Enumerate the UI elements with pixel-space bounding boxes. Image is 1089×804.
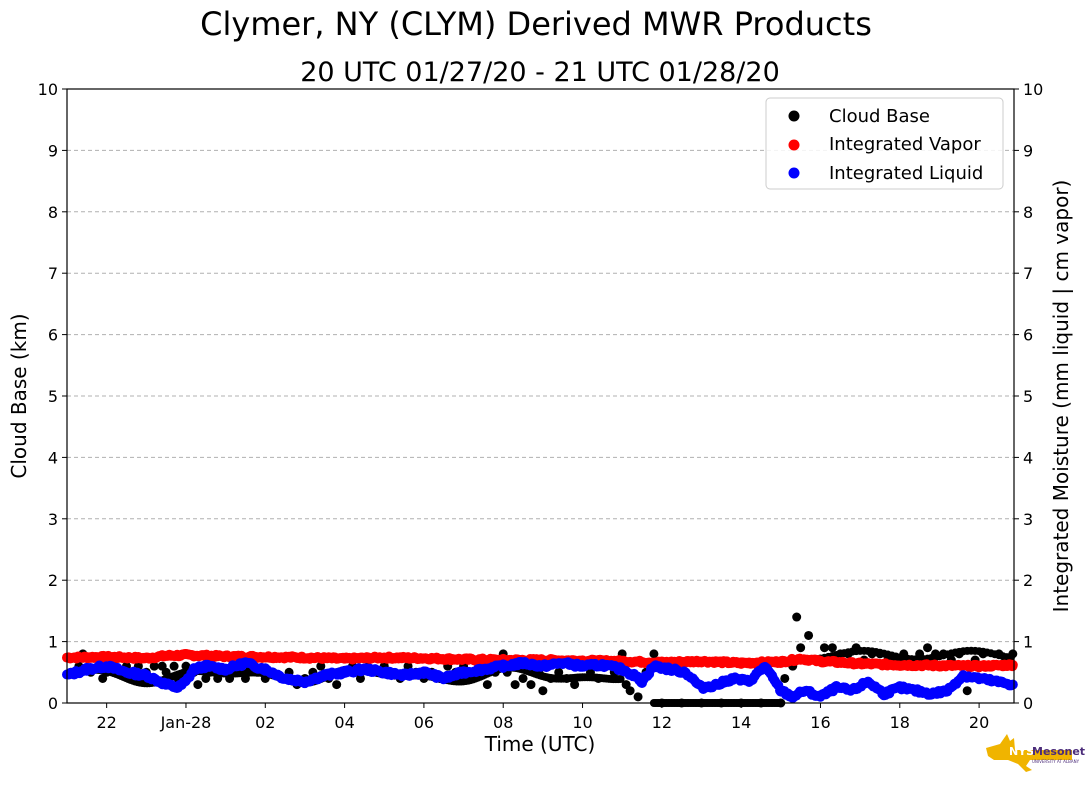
x-axis-label: Time (UTC)	[484, 732, 596, 756]
y-tick-label-left: 7	[48, 264, 58, 283]
data-point	[518, 673, 528, 683]
y-tick-label-right: 4	[1023, 448, 1033, 467]
new-york-state-icon	[986, 734, 1072, 772]
x-tick-label: 12	[652, 713, 672, 732]
series-integrated-liquid	[62, 656, 1018, 703]
gridlines	[67, 149, 1014, 643]
y-tick-label-right: 8	[1023, 203, 1033, 222]
y-tick-label-left: 0	[48, 694, 58, 713]
data-point	[780, 673, 790, 683]
y-tick-label-right: 6	[1023, 326, 1033, 345]
data-point	[962, 686, 972, 696]
legend-marker-integrated-vapor	[788, 139, 800, 151]
legend-box	[765, 97, 1004, 190]
legend-label-cloud-base: Cloud Base	[829, 106, 930, 127]
data-point	[792, 612, 802, 622]
data-point	[923, 643, 933, 653]
data-layer	[62, 612, 1018, 708]
y-tick-label-right: 9	[1023, 141, 1033, 160]
y-tick-label-left: 10	[38, 80, 58, 99]
data-point	[193, 680, 203, 690]
data-point	[526, 680, 536, 690]
legend-label-integrated-vapor: Integrated Vapor	[829, 134, 981, 155]
y-axis-label-left: Cloud Base (km)	[7, 313, 31, 478]
chart-title: Clymer, NY (CLYM) Derived MWR Products	[200, 5, 872, 43]
data-point	[625, 686, 635, 696]
y-tick-label-left: 9	[48, 141, 58, 160]
data-point	[616, 674, 625, 683]
x-tick-label: 08	[493, 713, 513, 732]
y-tick-label-right: 7	[1023, 264, 1033, 283]
data-point	[633, 692, 643, 702]
x-tick-label: 18	[890, 713, 910, 732]
data-point	[1007, 679, 1018, 690]
data-point	[649, 649, 659, 659]
legend-marker-cloud-base	[788, 110, 800, 122]
nys-mesonet-logo: NYS Mesonet UNIVERSITY AT ALBANY	[986, 734, 1085, 772]
data-point	[1007, 659, 1018, 670]
legend-label-integrated-liquid: Integrated Liquid	[829, 163, 983, 184]
y-tick-label-left: 5	[48, 387, 58, 406]
x-tick-label: 16	[810, 713, 830, 732]
y-tick-label-right: 0	[1023, 694, 1033, 713]
chart-subtitle: 20 UTC 01/27/20 - 21 UTC 01/28/20	[300, 57, 780, 88]
data-point	[355, 673, 365, 683]
y-tick-label-right: 5	[1023, 387, 1033, 406]
data-point	[482, 680, 492, 690]
data-point	[804, 630, 814, 640]
y-axis-label-right: Integrated Moisture (mm liquid | cm vapo…	[1049, 180, 1073, 613]
y-tick-label-left: 6	[48, 326, 58, 345]
data-point	[149, 661, 159, 671]
y-tick-label-right: 1	[1023, 633, 1033, 652]
data-point	[827, 643, 837, 653]
legend-marker-integrated-liquid	[788, 167, 800, 179]
data-point	[796, 643, 806, 653]
x-tick-label: 20	[969, 713, 989, 732]
logo-text-nys: NYS	[1009, 745, 1034, 758]
data-point	[510, 680, 520, 690]
x-tick-label: 06	[414, 713, 434, 732]
data-point	[819, 643, 829, 653]
y-tick-label-left: 1	[48, 633, 58, 652]
x-tick-label: 04	[334, 713, 354, 732]
x-tick-label: 22	[96, 713, 116, 732]
data-point	[554, 667, 564, 677]
data-point	[538, 686, 548, 696]
x-tick-label: Jan-28	[160, 713, 212, 732]
legend: Cloud Base Integrated Vapor Integrated L…	[765, 97, 1004, 190]
y-tick-label-left: 4	[48, 448, 58, 467]
data-point	[570, 680, 580, 690]
y-tick-label-left: 3	[48, 510, 58, 529]
x-tick-label: 14	[731, 713, 751, 732]
y-tick-label-left: 8	[48, 203, 58, 222]
y-tick-label-right: 10	[1023, 80, 1043, 99]
y-tick-label-left: 2	[48, 571, 58, 590]
logo-text-mesonet: Mesonet	[1032, 745, 1085, 758]
x-tick-label: 10	[572, 713, 592, 732]
plot-frame	[66, 88, 1015, 704]
data-point	[332, 680, 342, 690]
data-point	[169, 661, 179, 671]
x-tick-label: 02	[255, 713, 275, 732]
y-tick-label-right: 3	[1023, 510, 1033, 529]
y-tick-label-right: 2	[1023, 571, 1033, 590]
logo-text-university: UNIVERSITY AT ALBANY	[1032, 759, 1080, 764]
